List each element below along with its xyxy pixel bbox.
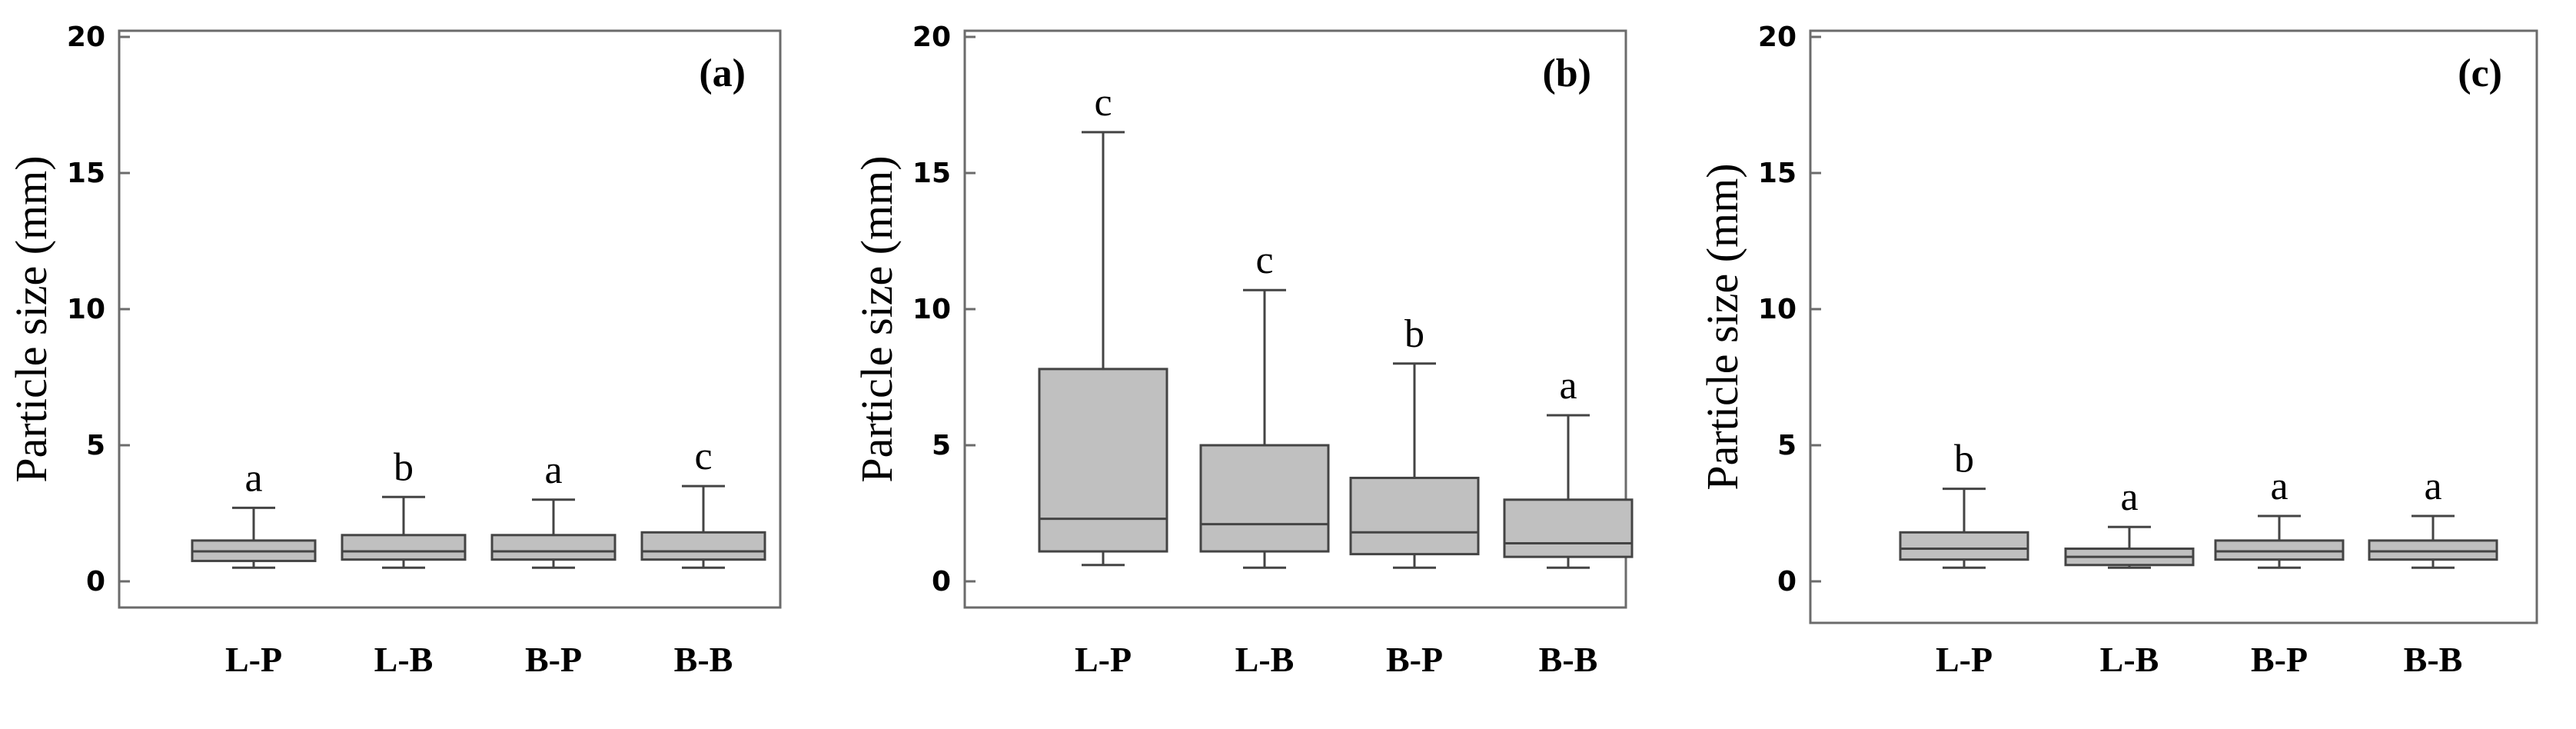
y-tick-label: 0: [1777, 566, 1797, 598]
significance-letter: b: [1404, 312, 1424, 356]
y-tick-label: 10: [1758, 294, 1797, 325]
significance-letter: a: [2270, 464, 2288, 508]
iqr-box: [1199, 444, 1330, 553]
box-L-P: b L-P: [1899, 438, 2029, 679]
iqr-box: [2214, 539, 2345, 561]
box-B-B: a B-B: [1503, 364, 1634, 679]
box-B-B: c B-B: [640, 434, 766, 679]
y-tick-label: 0: [86, 566, 105, 598]
iqr-box: [341, 534, 467, 561]
significance-letter: c: [1255, 238, 1273, 282]
iqr-box: [1038, 368, 1168, 553]
category-label: L-B: [374, 640, 434, 679]
significance-letter: c: [694, 434, 712, 478]
y-tick-label: 10: [67, 294, 105, 325]
significance-letter: a: [544, 448, 562, 492]
y-axis-label: Particle size (mm): [1697, 163, 1747, 490]
significance-letter: b: [394, 445, 414, 489]
box-B-B: a B-B: [2368, 464, 2498, 679]
plot-frame: [1809, 29, 2538, 624]
significance-letter: a: [244, 456, 262, 500]
category-label: L-P: [1075, 640, 1132, 679]
category-label: B-P: [1386, 640, 1443, 679]
category-label: L-P: [1936, 640, 1993, 679]
y-tick-label: 15: [1758, 158, 1797, 189]
panel-label: (b): [1542, 52, 1591, 95]
y-axis-label: Particle size (mm): [852, 155, 902, 482]
y-tick-label: 0: [932, 566, 951, 598]
y-tick-label: 10: [912, 294, 951, 325]
box-L-P: c L-P: [1038, 81, 1168, 679]
box-B-P: b B-P: [1349, 312, 1480, 679]
category-label: L-P: [225, 640, 282, 679]
category-label: B-P: [525, 640, 582, 679]
iqr-box: [1503, 498, 1634, 558]
iqr-box: [1349, 476, 1480, 556]
panel-label: (c): [2458, 52, 2502, 95]
box-B-P: a B-P: [2214, 464, 2345, 679]
box-B-P: a B-P: [490, 448, 617, 679]
box-L-B: a L-B: [2064, 475, 2195, 679]
plot-frame: [118, 29, 782, 609]
significance-letter: b: [1954, 438, 1974, 481]
y-tick-label: 5: [1777, 430, 1797, 461]
y-tick-label: 20: [912, 22, 951, 53]
y-tick-label: 20: [67, 22, 105, 53]
category-label: B-B: [674, 640, 733, 679]
iqr-box: [2368, 539, 2498, 561]
significance-letter: a: [2424, 464, 2441, 508]
iqr-box: [490, 534, 617, 561]
box-L-B: b L-B: [341, 445, 467, 679]
panel-3: 0 5 10 15 20 Particle size (mm) (c) b L-P a L-B a B-…: [1697, 22, 2538, 679]
y-axis-label: Particle size (mm): [6, 155, 56, 482]
y-tick-label: 15: [912, 158, 951, 189]
panel-1: 0 5 10 15 20 Particle size (mm) (a) a L-P b L-B a B-…: [6, 22, 782, 679]
category-label: B-B: [1539, 640, 1598, 679]
significance-letter: a: [1559, 364, 1577, 408]
y-tick-label: 15: [67, 158, 105, 189]
panel-2: 0 5 10 15 20 Particle size (mm) (b) c L-P c L-B b B-…: [852, 22, 1634, 679]
category-label: B-P: [2251, 640, 2308, 679]
plot-frame: [963, 29, 1627, 609]
box-L-B: c L-B: [1199, 238, 1330, 679]
y-tick-label: 5: [932, 430, 951, 461]
category-label: L-B: [1235, 640, 1295, 679]
panel-label: (a): [699, 52, 746, 95]
iqr-box: [640, 531, 766, 561]
category-label: B-B: [2404, 640, 2463, 679]
y-tick-label: 20: [1758, 22, 1797, 53]
iqr-box: [1899, 531, 2029, 561]
significance-letter: a: [2120, 475, 2138, 519]
significance-letter: c: [1094, 81, 1112, 125]
box-L-P: a L-P: [191, 456, 317, 679]
y-tick-label: 5: [86, 430, 105, 461]
category-label: L-B: [2100, 640, 2159, 679]
